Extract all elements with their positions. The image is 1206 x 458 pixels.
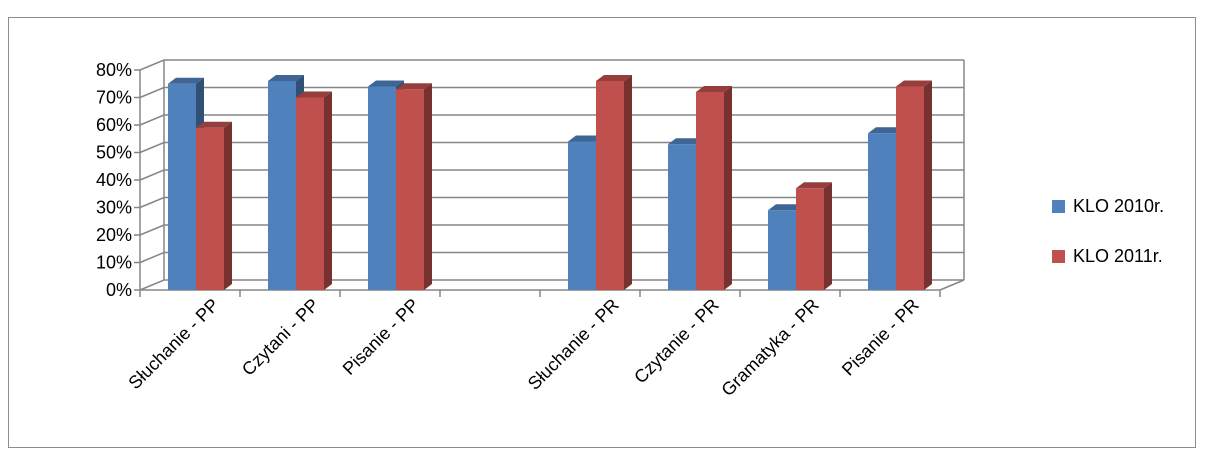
legend-label: KLO 2011r. — [1073, 246, 1163, 266]
x-category-label: Czytani - PP — [238, 295, 323, 380]
gridline — [139, 224, 964, 236]
x-category-label: Czytanie - PR — [630, 295, 723, 388]
floor-right-edge — [939, 279, 965, 291]
y-tick-label: 10% — [96, 253, 132, 273]
x-axis — [139, 290, 941, 297]
bar-top — [768, 204, 804, 211]
bar-front — [668, 144, 696, 290]
y-tick-label: 70% — [96, 88, 132, 108]
x-category-label: Słuchanie - PR — [524, 295, 623, 394]
legend: KLO 2010r. KLO 2011r. — [1052, 196, 1164, 266]
bar-top — [368, 80, 404, 87]
y-tick-label: 80% — [96, 60, 132, 80]
gridline — [139, 114, 964, 126]
bar-top — [796, 182, 832, 189]
y-axis-ticks: 0% 10% 20% 30% 40% 50% 60% 70% 80% — [96, 60, 140, 300]
bar-front — [368, 86, 396, 290]
bar-top — [196, 121, 232, 128]
bar-side — [324, 91, 332, 290]
bar-2011 — [796, 182, 832, 290]
bar-top — [596, 75, 632, 81]
bar-top — [696, 86, 732, 92]
bar-top — [668, 138, 704, 145]
bar-side — [924, 80, 932, 290]
bar-2011 — [896, 80, 932, 290]
gridline — [139, 59, 964, 71]
bar-front — [268, 81, 296, 290]
x-category-label: Gramatyka - PR — [717, 295, 822, 400]
x-category-label: Pisanie - PR — [838, 295, 923, 380]
gridline — [139, 196, 964, 209]
bar-front — [296, 97, 324, 290]
gridlines — [139, 59, 964, 291]
bar-front — [896, 86, 924, 290]
bar-front — [568, 141, 596, 290]
bar-front — [396, 89, 424, 290]
chart-walls — [139, 60, 965, 291]
gridline — [139, 279, 964, 291]
bar-2011 — [196, 121, 232, 290]
bar-front — [696, 92, 724, 290]
bar-2011 — [396, 83, 432, 290]
bar-2011 — [696, 86, 732, 290]
bar-front — [596, 81, 624, 290]
bar-front — [868, 133, 896, 290]
y-tick-label: 20% — [96, 225, 132, 245]
y-tick-label: 40% — [96, 170, 132, 190]
bar-top — [268, 75, 304, 81]
legend-item: KLO 2010r. — [1052, 196, 1164, 216]
gridline — [139, 169, 964, 181]
legend-swatch — [1052, 250, 1065, 263]
bar-top — [896, 80, 932, 87]
gridline — [139, 86, 964, 99]
bar-top — [868, 127, 904, 134]
bar-side — [624, 75, 632, 290]
x-category-label: Słuchanie - PP — [124, 295, 222, 393]
y-tick-label: 50% — [96, 143, 132, 163]
bar-top — [568, 135, 604, 142]
x-category-label: Pisanie - PP — [339, 295, 423, 379]
bar-top — [296, 91, 332, 98]
gridline — [139, 251, 964, 264]
legend-item: KLO 2011r. — [1052, 246, 1163, 266]
bar-front — [796, 188, 824, 290]
bar-side — [724, 86, 732, 290]
x-axis-labels: Słuchanie - PP Czytani - PP Pisanie - PP Sł… — [124, 295, 922, 400]
y-tick-label: 0% — [106, 280, 132, 300]
legend-swatch — [1052, 200, 1065, 213]
gridline — [139, 141, 964, 154]
bar-side — [824, 182, 832, 290]
bar-top — [396, 83, 432, 90]
bar-side — [224, 121, 232, 290]
bar-top — [168, 77, 204, 84]
bar-2011 — [596, 75, 632, 290]
bar-front — [168, 83, 196, 290]
bars — [168, 75, 932, 290]
bar-front — [196, 127, 224, 290]
legend-label: KLO 2010r. — [1073, 196, 1164, 216]
bar-side — [424, 83, 432, 290]
y-tick-label: 30% — [96, 198, 132, 218]
y-tick-label: 60% — [96, 115, 132, 135]
bar-front — [768, 210, 796, 290]
bar-2011 — [296, 91, 332, 290]
